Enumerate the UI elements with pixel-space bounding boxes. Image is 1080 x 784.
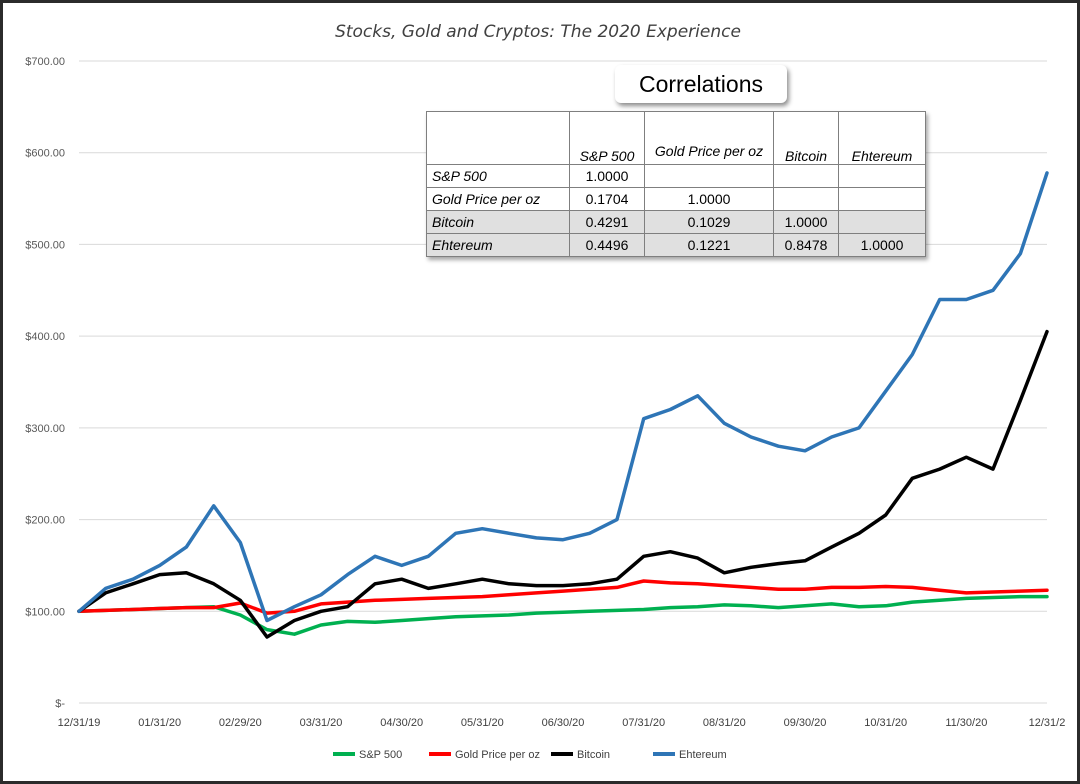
series-line-2 [77, 329, 1049, 639]
x-tick-label: 06/30/20 [542, 717, 585, 729]
y-tick-label: $700.00 [25, 56, 65, 68]
row-label: S&P 500 [426, 164, 570, 188]
chart-frame: Stocks, Gold and Cryptos: The 2020 Exper… [3, 3, 1077, 781]
table-cell [838, 210, 926, 234]
table-row: Bitcoin 0.4291 0.1029 1.0000 [426, 210, 926, 234]
legend: S&P 500 Gold Price per oz Bitcoin Ehtereum [333, 749, 727, 761]
header-cell-sp500: S&P 500 [569, 111, 645, 165]
x-tick-label: 02/29/20 [219, 717, 262, 729]
table-cell: 0.4291 [569, 210, 645, 234]
legend-label: S&P 500 [359, 749, 402, 761]
x-tick-label: 09/30/20 [784, 717, 827, 729]
y-tick-label: $300.00 [25, 423, 65, 435]
y-tick-label: $- [55, 698, 65, 710]
table-cell: 1.0000 [569, 164, 645, 188]
x-tick-label: 10/31/20 [864, 717, 907, 729]
x-axis: 12/31/19 01/31/20 02/29/20 03/31/20 04/30/20… [58, 717, 1066, 729]
x-tick-label: 05/31/20 [461, 717, 504, 729]
table-row: Ehtereum 0.4496 0.1221 0.8478 1.0000 [426, 233, 926, 257]
x-tick-label: 11/30/20 [945, 717, 987, 729]
y-tick-label: $200.00 [25, 515, 65, 527]
x-tick-label: 01/31/20 [138, 717, 181, 729]
x-tick-label: 08/31/20 [703, 717, 746, 729]
y-tick-label: $400.00 [25, 331, 65, 343]
correlation-table: S&P 500 Gold Price per oz Bitcoin Ehtere… [426, 111, 926, 257]
table-cell [838, 164, 926, 188]
series-lines [77, 171, 1049, 639]
x-tick-label: 12/31/2 [1029, 717, 1066, 729]
table-cell: 0.1221 [644, 233, 774, 257]
legend-label: Ehtereum [679, 749, 727, 761]
x-tick-label: 04/30/20 [380, 717, 423, 729]
x-tick-label: 12/31/19 [58, 717, 101, 729]
table-cell: 0.1704 [569, 187, 645, 211]
table-cell: 1.0000 [773, 210, 839, 234]
header-cell-gold: Gold Price per oz [644, 111, 774, 165]
x-tick-label: 03/31/20 [300, 717, 343, 729]
table-row: S&P 500 1.0000 [426, 164, 926, 188]
y-tick-label: $500.00 [25, 239, 65, 251]
table-cell [773, 164, 839, 188]
table-cell: 0.4496 [569, 233, 645, 257]
table-header-row: S&P 500 Gold Price per oz Bitcoin Ehtere… [426, 111, 926, 165]
correlations-title: Correlations [615, 65, 787, 103]
chart-title: Stocks, Gold and Cryptos: The 2020 Exper… [335, 22, 741, 42]
table-cell: 1.0000 [644, 187, 774, 211]
legend-label: Gold Price per oz [455, 749, 540, 761]
legend-label: Bitcoin [577, 749, 610, 761]
table-cell: 0.8478 [773, 233, 839, 257]
line-chart: Stocks, Gold and Cryptos: The 2020 Exper… [25, 22, 1066, 761]
table-cell [838, 187, 926, 211]
table-row: Gold Price per oz 0.1704 1.0000 [426, 187, 926, 211]
table-cell [644, 164, 774, 188]
header-cell-empty [426, 111, 570, 165]
row-label: Gold Price per oz [426, 187, 570, 211]
y-axis: $- $100.00 $200.00 $300.00 $400.00 $500.00 $60… [25, 56, 65, 710]
table-cell: 1.0000 [838, 233, 926, 257]
header-cell-bitcoin: Bitcoin [773, 111, 839, 165]
table-cell [773, 187, 839, 211]
row-label: Bitcoin [426, 210, 570, 234]
series-line-3 [77, 171, 1049, 623]
y-tick-label: $600.00 [25, 148, 65, 160]
series-line-0 [77, 594, 1049, 636]
row-label: Ehtereum [426, 233, 570, 257]
table-cell: 0.1029 [644, 210, 774, 234]
header-cell-ethereum: Ehtereum [838, 111, 926, 165]
y-tick-label: $100.00 [25, 606, 65, 618]
x-tick-label: 07/31/20 [622, 717, 665, 729]
